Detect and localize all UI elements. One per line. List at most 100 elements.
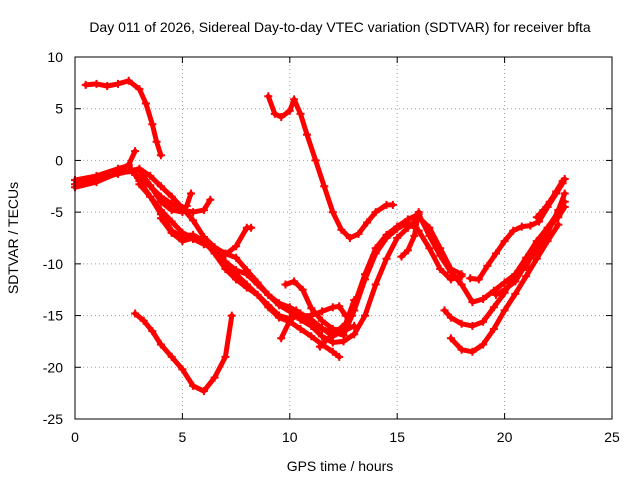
- data-point: [139, 316, 148, 325]
- data-point: [189, 381, 198, 390]
- data-point: [446, 313, 455, 322]
- data-point: [285, 316, 294, 325]
- data-point: [337, 225, 346, 234]
- data-point: [156, 151, 165, 160]
- data-point: [371, 280, 380, 289]
- data-point: [227, 311, 236, 320]
- data-point: [242, 270, 251, 279]
- data-point: [187, 189, 195, 198]
- data-point: [522, 259, 531, 268]
- data-point: [277, 334, 286, 343]
- data-point: [350, 296, 359, 305]
- series-line-trace-18: [493, 191, 568, 298]
- data-point: [303, 130, 311, 139]
- data-point: [500, 285, 509, 294]
- data-point: [500, 306, 509, 315]
- data-point: [492, 290, 500, 299]
- data-point: [131, 170, 140, 179]
- data-point: [247, 223, 256, 232]
- data-point: [296, 109, 305, 118]
- data-point: [393, 224, 402, 233]
- data-point: [410, 231, 419, 240]
- y-axis-label: SDTVAR / TECUs: [5, 182, 21, 294]
- data-point: [290, 277, 299, 286]
- data-point: [345, 234, 354, 242]
- data-point: [554, 206, 563, 215]
- data-point: [492, 249, 500, 258]
- data-point: [560, 175, 569, 183]
- data-point: [156, 214, 165, 223]
- data-point: [199, 237, 208, 246]
- data-point: [307, 311, 316, 320]
- y-tick-label: -25: [43, 411, 63, 427]
- data-point: [167, 352, 176, 361]
- data-point: [167, 228, 176, 237]
- data-point: [307, 321, 316, 330]
- data-point: [522, 272, 531, 281]
- data-point: [124, 76, 133, 85]
- data-point: [114, 169, 122, 178]
- data-point: [393, 234, 402, 242]
- data-point: [328, 338, 337, 347]
- data-point: [397, 252, 406, 261]
- data-point: [210, 373, 219, 382]
- data-point: [264, 92, 273, 101]
- data-point: [318, 316, 326, 325]
- data-point: [554, 220, 563, 229]
- data-point: [466, 274, 475, 283]
- data-point: [131, 147, 140, 156]
- data-point: [232, 266, 241, 275]
- x-tick-label: 0: [71, 429, 79, 445]
- series-line-trace-1: [83, 78, 164, 158]
- data-point: [483, 261, 492, 270]
- data-point: [232, 242, 241, 251]
- data-point: [167, 217, 176, 226]
- data-point: [457, 345, 466, 354]
- data-point: [167, 192, 176, 201]
- data-point: [135, 164, 144, 173]
- data-point: [457, 280, 466, 289]
- data-point: [232, 275, 241, 284]
- data-point: [324, 334, 333, 343]
- x-tick-label: 25: [604, 429, 620, 445]
- series-line-trace-6: [72, 166, 465, 338]
- data-point: [328, 347, 337, 356]
- x-tick-label: 15: [389, 429, 405, 445]
- data-point: [290, 95, 299, 104]
- data-point: [318, 332, 326, 341]
- data-point: [500, 278, 509, 287]
- data-point: [264, 303, 273, 312]
- data-point: [517, 222, 526, 231]
- y-tick-label: -15: [43, 308, 63, 324]
- data-point: [148, 327, 157, 336]
- data-point: [178, 231, 187, 240]
- data-point: [436, 244, 445, 253]
- data-point: [511, 289, 520, 298]
- data-point: [532, 213, 541, 222]
- data-point: [350, 330, 359, 339]
- data-point: [148, 120, 157, 129]
- data-point: [221, 250, 230, 259]
- data-point: [468, 321, 477, 330]
- x-tick-label: 5: [179, 429, 187, 445]
- data-point: [371, 249, 380, 258]
- data-point: [436, 265, 445, 273]
- y-tick-label: 5: [55, 101, 63, 117]
- data-point: [339, 337, 348, 346]
- x-tick-label: 20: [497, 429, 513, 445]
- x-tick-label: 10: [282, 429, 298, 445]
- data-point: [178, 206, 187, 215]
- data-point: [307, 304, 316, 313]
- data-point: [468, 347, 477, 356]
- data-point: [311, 156, 320, 165]
- data-point: [189, 216, 198, 225]
- data-point: [350, 321, 359, 330]
- data-point: [318, 307, 326, 316]
- data-point: [232, 253, 241, 262]
- data-point: [275, 313, 284, 322]
- data-point: [457, 270, 466, 279]
- data-point: [81, 80, 90, 89]
- data-point: [141, 99, 150, 108]
